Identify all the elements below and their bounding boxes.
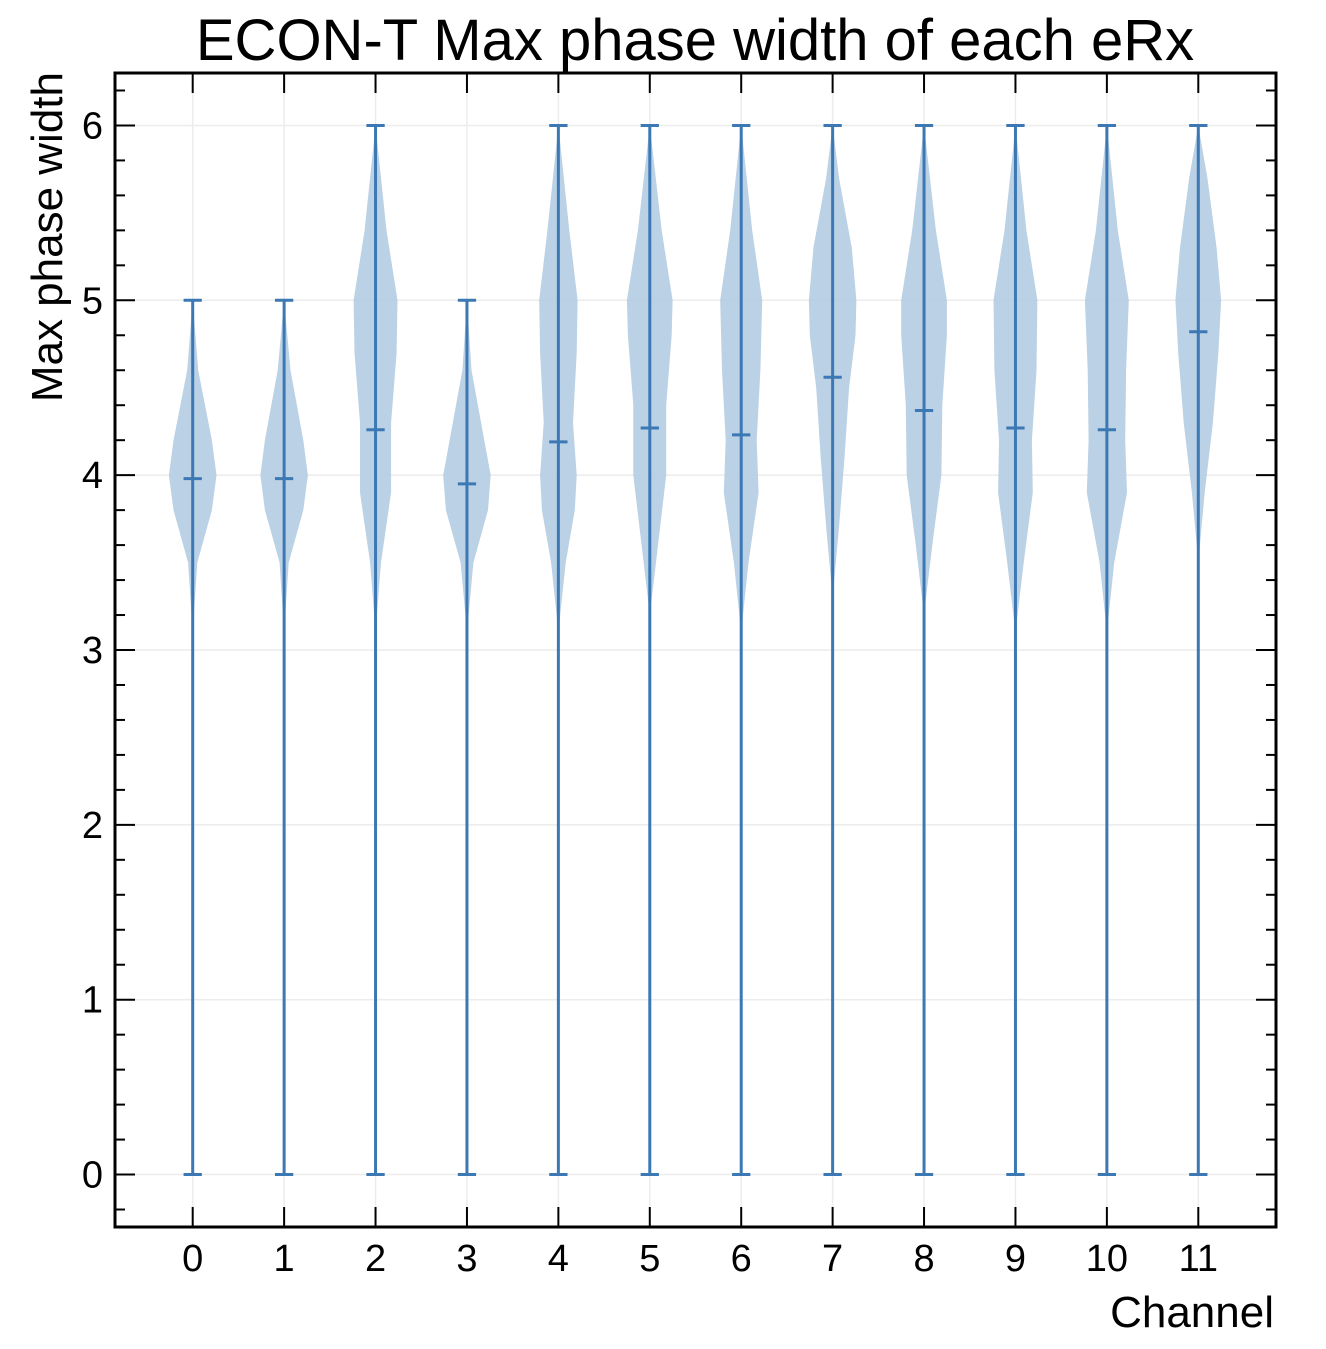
x-tick-label: 6 bbox=[731, 1238, 752, 1280]
y-tick-label: 6 bbox=[82, 105, 103, 147]
x-axis-label: Channel bbox=[1110, 1288, 1274, 1337]
x-tick-label: 11 bbox=[1179, 1238, 1218, 1280]
plot-frame bbox=[113, 71, 1278, 1229]
x-tick-label: 0 bbox=[182, 1238, 203, 1280]
y-tick-label: 2 bbox=[82, 805, 103, 847]
x-tick-label: 7 bbox=[822, 1238, 843, 1280]
x-tick-label: 5 bbox=[639, 1238, 660, 1280]
chart-title: ECON-T Max phase width of each eRx bbox=[196, 8, 1194, 73]
y-axis-label: Max phase width bbox=[23, 72, 72, 402]
x-tick-label: 4 bbox=[548, 1238, 569, 1280]
y-tick-label: 1 bbox=[82, 980, 103, 1022]
x-tick-label: 2 bbox=[365, 1238, 386, 1280]
x-tick-label: 9 bbox=[1005, 1238, 1026, 1280]
x-tick-label: 3 bbox=[456, 1238, 477, 1280]
y-tick-label: 5 bbox=[82, 280, 103, 322]
x-tick-label: 1 bbox=[274, 1238, 295, 1280]
y-tick-label: 4 bbox=[82, 455, 103, 497]
y-tick-label: 0 bbox=[82, 1155, 103, 1197]
ticks-layer: 0 1 2 3 4 5 6 0 1 2 3 4 5 6 7 8 9 10 11 bbox=[82, 73, 1276, 1280]
y-tick-label: 3 bbox=[82, 630, 103, 672]
x-tick-label: 10 bbox=[1086, 1238, 1128, 1280]
violin-layer bbox=[168, 123, 1222, 1177]
x-tick-label: 8 bbox=[913, 1238, 934, 1280]
